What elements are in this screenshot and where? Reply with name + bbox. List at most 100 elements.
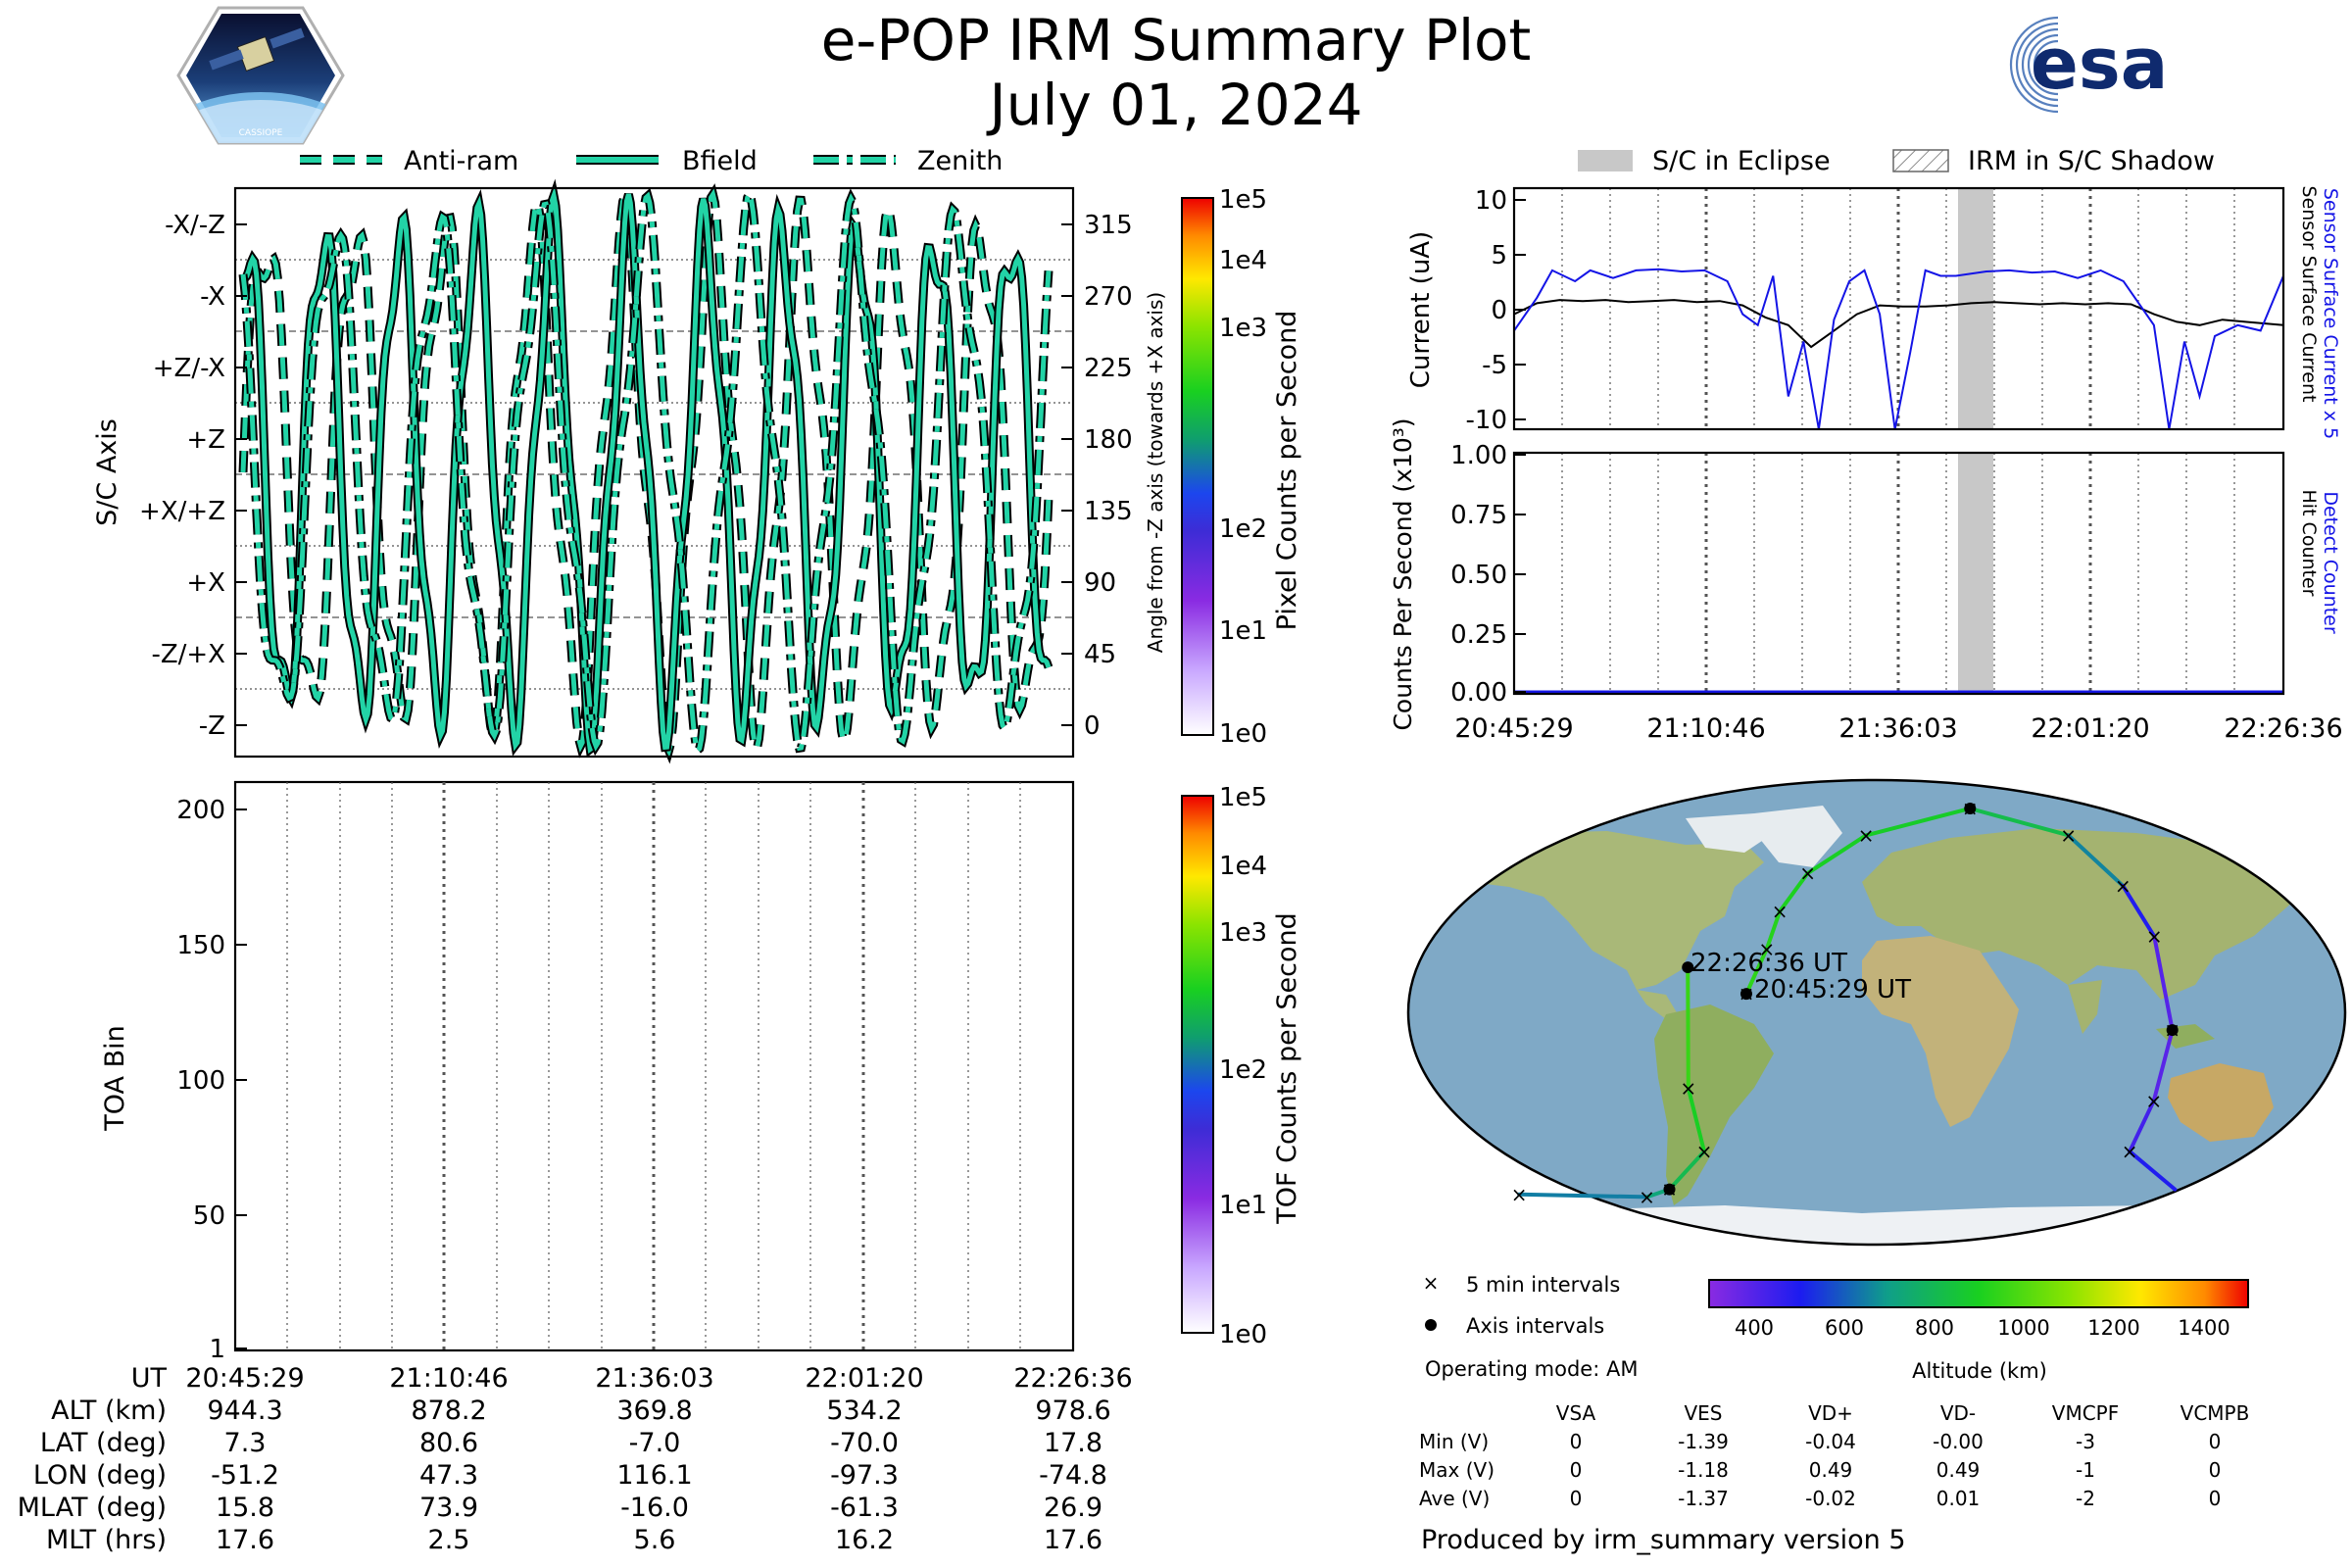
legend-label-bfield: Bfield	[682, 146, 758, 176]
axis-interval-marker	[1964, 802, 1977, 814]
ephemeris-cell: 73.9	[418, 1493, 479, 1523]
voltage-row-label: Min (V)	[1419, 1430, 1490, 1453]
toa-y-ticks: 1 50 100 150 200	[176, 796, 225, 1362]
voltage-header-cell: VMCPF	[2051, 1401, 2120, 1425]
current-ylabel: Current (uA)	[1406, 231, 1436, 388]
sc-tick-right: 225	[1084, 354, 1133, 383]
track-segment	[1686, 965, 1690, 1091]
voltage-cell: 0	[2208, 1430, 2222, 1453]
five-minute-marker: ×	[2145, 1089, 2162, 1112]
voltage-cell: -1	[2076, 1458, 2095, 1482]
altitude-tick: 1400	[2178, 1316, 2230, 1340]
pixel-colorbar-ticks: 1e0 1e1 1e2 1e3 1e4 1e5	[1219, 186, 1267, 749]
axis-interval-marker	[1663, 1183, 1676, 1196]
page-title: e-POP IRM Summary Plot	[820, 7, 1532, 74]
ephemeris-cell: 26.9	[1043, 1493, 1103, 1523]
ephemeris-row: LAT (deg) 7.3 80.6 -7.0 -70.0 17.8	[0, 1427, 1176, 1459]
ephemeris-cell: 16.2	[834, 1525, 895, 1555]
ephemeris-cell: 7.3	[223, 1428, 267, 1458]
voltage-header-cell: VES	[1684, 1401, 1723, 1425]
toa-ylabel: TOA Bin	[100, 1025, 130, 1131]
track-segment	[1968, 806, 2071, 838]
ephemeris-cell: -74.8	[1039, 1460, 1107, 1491]
current-tick: -5	[1482, 351, 1507, 380]
voltage-cell: -2	[2076, 1487, 2095, 1510]
current-right-label-x5: Sensor Surface Current x 5	[2320, 188, 2341, 439]
sc-tick-left: +X	[186, 568, 225, 598]
voltage-header-row: VSA VES VD+ VD- VMCPF VCMPB	[1419, 1399, 2301, 1428]
legend-5min: 5 min intervals	[1466, 1273, 1620, 1297]
track-segment	[1667, 1149, 1706, 1192]
current-tick: -10	[1466, 406, 1507, 435]
altitude-tick: 1200	[2087, 1316, 2139, 1340]
colorbar-tick: 1e0	[1219, 1320, 1267, 1349]
voltage-cell: -3	[2076, 1430, 2095, 1453]
counts-tick: 0.25	[1450, 620, 1507, 650]
current-series	[1513, 268, 2284, 430]
ut-tick: 22:26:36	[2224, 713, 2342, 744]
sc-tick-left: -X	[200, 282, 225, 312]
colorbar-tick: 1e1	[1219, 616, 1267, 646]
current-tick: 0	[1491, 296, 1507, 325]
current-legend: S/C in Eclipse IRM in S/C Shadow	[1578, 146, 2215, 176]
ephemeris-cell: -51.2	[211, 1460, 279, 1491]
page-date: July 01, 2024	[989, 72, 1363, 138]
sc-tick-left: -X/-Z	[165, 211, 225, 240]
ephemeris-cell: 47.3	[418, 1460, 479, 1491]
sc-tick-right: 90	[1084, 568, 1116, 598]
ephemeris-row: UT 20:45:29 21:10:46 21:36:03 22:01:20 2…	[0, 1362, 1176, 1395]
counts-ylabel: Counts Per Second (x10³)	[1389, 417, 1417, 730]
sc-tick-left: +X/+Z	[139, 497, 225, 526]
ephemeris-cell: 944.3	[207, 1396, 283, 1426]
esa-logo: esa	[2009, 16, 2168, 114]
colorbar-tick: 1e2	[1219, 514, 1267, 544]
sc-axis-ylabel-right: Angle from -Z axis (towards +X axis)	[1144, 292, 1167, 653]
colorbar-tick: 1e4	[1219, 246, 1267, 275]
voltage-header-cell: VSA	[1555, 1401, 1596, 1425]
tof-colorbar: 1e0 1e1 1e2 1e3 1e4 1e5 TOF Counts per S…	[1181, 784, 1302, 1349]
tof-colorbar-label: TOF Counts per Second	[1272, 912, 1302, 1225]
bfield-trace	[241, 186, 1052, 755]
voltage-cell: -0.02	[1805, 1487, 1856, 1510]
tof-colorbar-ticks: 1e0 1e1 1e2 1e3 1e4 1e5	[1219, 784, 1267, 1349]
sc-axis-panel: Anti-ram Bfield Zenith -X/-Z -X +Z/-X +Z…	[92, 146, 1167, 764]
legend-label-eclipse: S/C in Eclipse	[1652, 146, 1831, 176]
ut-tick: 21:36:03	[1838, 713, 1957, 744]
voltage-header-cell: VCMPB	[2180, 1401, 2250, 1425]
ephemeris-cell: 978.6	[1035, 1396, 1111, 1426]
altitude-colorbar-ticks: 400 600 800 1000 1200 1400	[1735, 1316, 2230, 1340]
voltage-cell: 0	[2208, 1487, 2222, 1510]
five-minute-marker: ×	[2115, 874, 2132, 898]
ephemeris-cell: 21:36:03	[595, 1363, 714, 1394]
cassiope-logo: CASSIOPE	[176, 6, 345, 145]
attitude-traces	[238, 178, 1054, 764]
current-y-ticks: 10 5 0 -5 -10	[1466, 186, 1507, 435]
toa-tick: 50	[193, 1201, 225, 1231]
legend-entry-zenith: Zenith	[813, 146, 1003, 176]
voltage-cell: -1.18	[1678, 1458, 1729, 1482]
axis-interval-marker	[1740, 988, 1752, 1001]
track-segment	[1764, 908, 1783, 952]
voltage-header-cell: VD+	[1808, 1401, 1853, 1425]
sc-tick-left: +Z	[186, 425, 225, 455]
five-minute-marker: ×	[1858, 823, 1875, 847]
ephemeris-cell: 15.8	[215, 1493, 275, 1523]
right-ut-ticks: 20:45:29 21:10:46 21:36:03 22:01:20 22:2…	[1454, 713, 2342, 744]
track-segment	[1743, 947, 1769, 997]
voltage-cell: 0	[1569, 1487, 1583, 1510]
sc-tick-right: 180	[1084, 425, 1133, 455]
five-minute-marker: ×	[2060, 823, 2077, 847]
voltage-table: VSA VES VD+ VD- VMCPF VCMPB Min (V) 0 -1…	[1419, 1399, 2301, 1513]
ephemeris-cell: -97.3	[830, 1460, 899, 1491]
ephemeris-row: ALT (km) 944.3 878.2 369.8 534.2 978.6	[0, 1395, 1176, 1427]
colorbar-tick: 1e5	[1219, 784, 1267, 812]
current-right-label: Sensor Surface Current	[2298, 186, 2320, 403]
ephemeris-cell: 80.6	[418, 1428, 479, 1458]
axis-interval-marker	[2166, 1024, 2179, 1037]
eclipse-band	[1958, 453, 1993, 694]
ephemeris-cell: -70.0	[830, 1428, 899, 1458]
five-minute-marker: ×	[1639, 1185, 1655, 1208]
legend-entry-anti-ram: Anti-ram	[300, 146, 518, 176]
five-minute-marker: ×	[1680, 1076, 1696, 1100]
sc-tick-right: 0	[1084, 711, 1101, 741]
